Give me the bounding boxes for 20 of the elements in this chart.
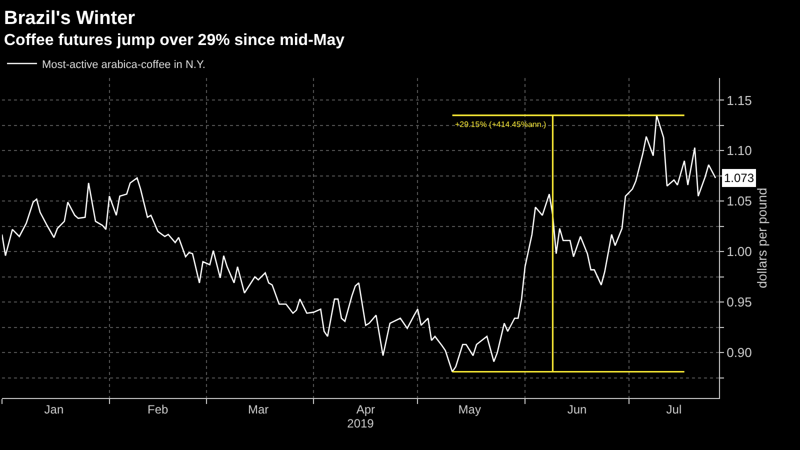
- x-tick-label: Jul: [666, 402, 682, 416]
- legend-label: Most-active arabica-coffee in N.Y.: [42, 58, 206, 71]
- x-tick-label: Jun: [567, 402, 587, 416]
- y-tick-label: 1.10: [726, 143, 752, 158]
- y-tick-label: 0.95: [726, 294, 752, 310]
- y-tick-label: 1.15: [726, 92, 752, 108]
- x-tick-label: Feb: [148, 402, 169, 416]
- chart-subtitle: Coffee futures jump over 29% since mid-May: [4, 32, 345, 49]
- x-tick-label: Apr: [356, 402, 376, 416]
- y-tick-label: 1.05: [726, 194, 752, 209]
- annotation: +29.15% (+414.45%ann.): [455, 120, 547, 129]
- chart-title: Brazil's Winter: [4, 8, 136, 29]
- y-tick-label: 1.00: [726, 244, 752, 260]
- x-tick-label: May: [458, 402, 481, 416]
- y-axis-title: dollars per pound: [754, 188, 770, 288]
- y-tick-label: 0.90: [726, 345, 752, 360]
- data-label: 1.073: [724, 171, 754, 185]
- x-axis-title: 2019: [347, 416, 374, 430]
- x-tick-label: Mar: [248, 402, 269, 416]
- x-tick-label: Jan: [44, 402, 64, 416]
